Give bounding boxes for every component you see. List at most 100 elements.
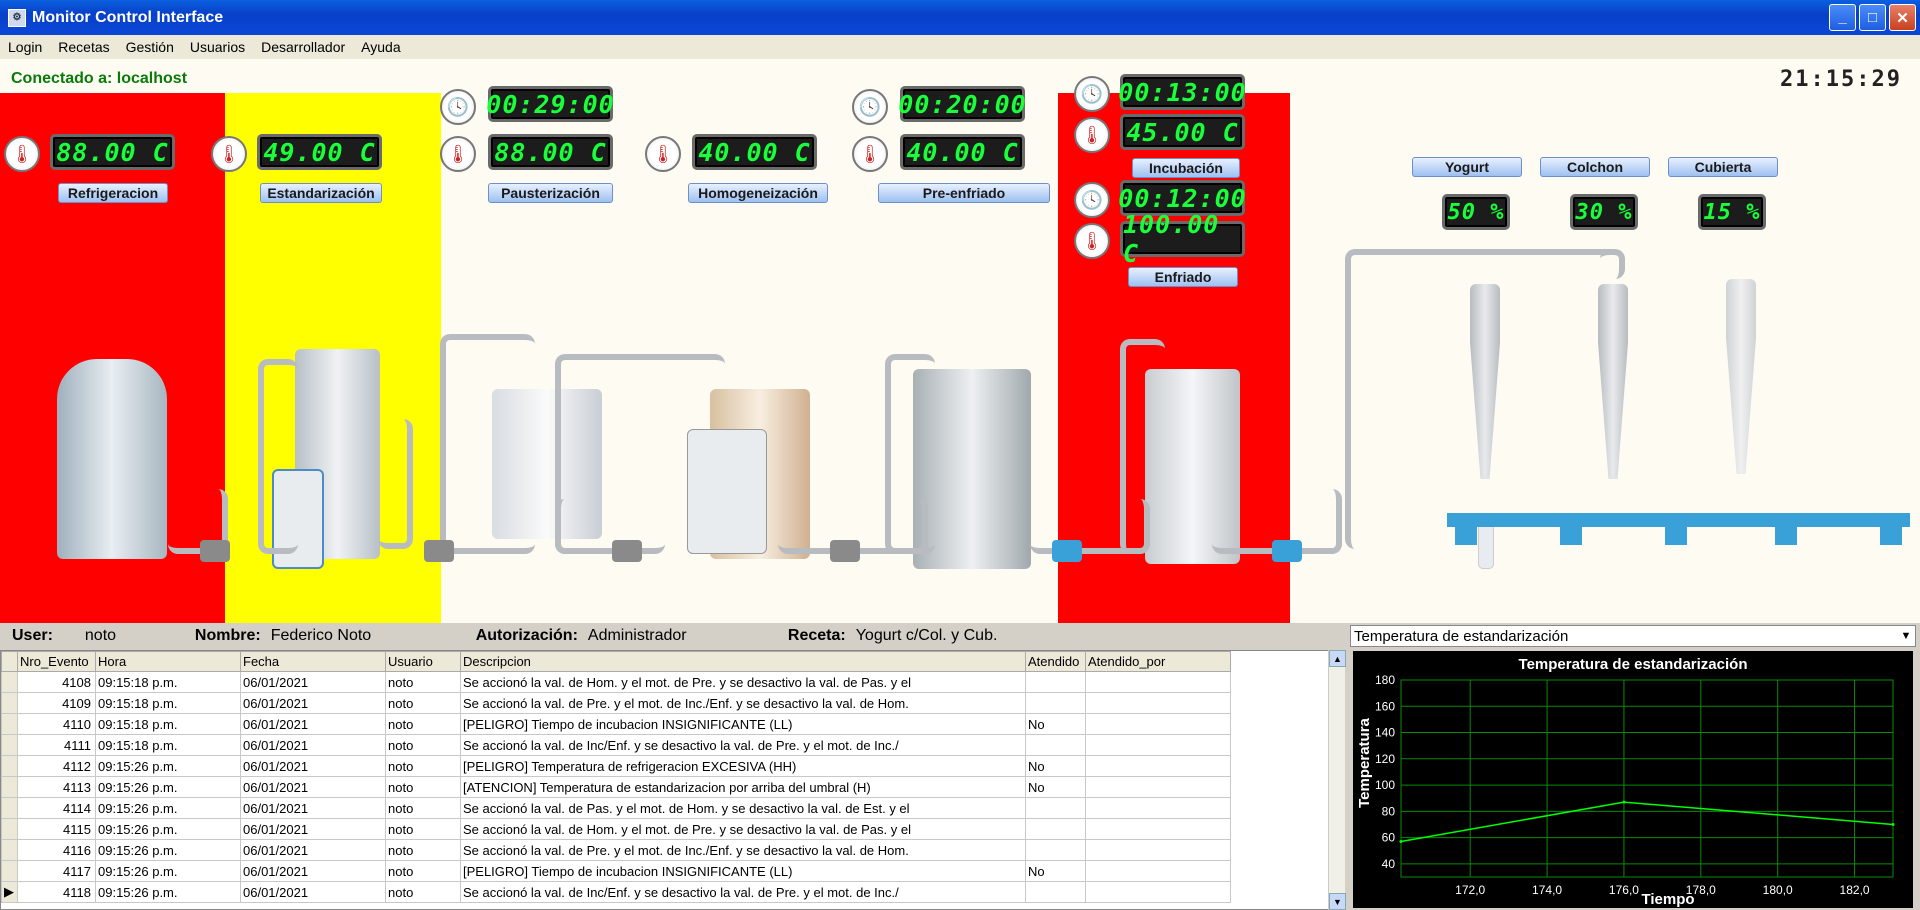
column-header[interactable]: Fecha — [240, 651, 386, 672]
menu-usuarios[interactable]: Usuarios — [189, 39, 246, 55]
row-indicator[interactable] — [1, 671, 18, 693]
cell-user: noto — [385, 755, 461, 777]
cell-time: 09:15:26 p.m. — [95, 881, 241, 903]
cell-description: [PELIGRO] Tiempo de incubacion INSIGNIFI… — [460, 860, 1026, 882]
table-row[interactable]: 4111 09:15:18 p.m. 06/01/2021 noto Se accion… — [1, 734, 1231, 756]
column-header[interactable]: Nro_Evento — [17, 651, 96, 672]
cell-attended-by — [1085, 692, 1231, 714]
chart-x-label: Tiempo — [1641, 891, 1694, 908]
events-scrollbar[interactable]: ▲ ▼ — [1328, 650, 1346, 910]
cell-attended — [1025, 692, 1086, 714]
cell-attended-by — [1085, 671, 1231, 693]
row-indicator[interactable] — [1, 860, 18, 882]
cell-event-number: 4110 — [17, 713, 96, 735]
clock-icon: 🕓 — [440, 89, 476, 125]
user-label: User: — [12, 627, 53, 644]
row-indicator[interactable] — [1, 776, 18, 798]
cell-event-number: 4111 — [17, 734, 96, 756]
y-tick-label: 120 — [1375, 752, 1395, 766]
valve-icon[interactable] — [830, 540, 860, 562]
close-button[interactable]: ✕ — [1889, 4, 1916, 31]
menu-gestion[interactable]: Gestión — [125, 39, 174, 55]
product-yogurt-label[interactable]: Yogurt — [1412, 157, 1522, 177]
column-header[interactable]: Atendido — [1025, 651, 1086, 672]
column-header[interactable]: Atendido_por — [1085, 651, 1231, 672]
product-yogurt-percent: 50 % — [1442, 194, 1510, 230]
cell-time: 09:15:18 p.m. — [95, 713, 241, 735]
table-row[interactable]: 4116 09:15:26 p.m. 06/01/2021 noto Se accion… — [1, 839, 1231, 861]
table-row[interactable]: 4113 09:15:26 p.m. 06/01/2021 noto [ATENCION… — [1, 776, 1231, 798]
cell-time: 09:15:26 p.m. — [95, 755, 241, 777]
valve-icon[interactable] — [1052, 540, 1082, 562]
thermometer-icon: 🌡 — [4, 136, 40, 172]
table-row[interactable]: 4108 09:15:18 p.m. 06/01/2021 noto Se accion… — [1, 671, 1231, 693]
homogenizer-panel-icon — [687, 429, 767, 554]
cell-time: 09:15:26 p.m. — [95, 839, 241, 861]
product-colchon-label[interactable]: Colchon — [1540, 157, 1650, 177]
menu-ayuda[interactable]: Ayuda — [361, 39, 401, 55]
scroll-down-icon[interactable]: ▼ — [1329, 893, 1346, 910]
y-tick-label: 140 — [1375, 726, 1395, 740]
table-row[interactable]: 4112 09:15:26 p.m. 06/01/2021 noto [PELIGRO]… — [1, 755, 1231, 777]
scroll-up-icon[interactable]: ▲ — [1329, 650, 1346, 667]
product-cubierta-percent: 15 % — [1698, 194, 1766, 230]
maximize-button[interactable]: □ — [1859, 4, 1886, 31]
name-value: Federico Noto — [270, 627, 372, 644]
table-row[interactable]: 4114 09:15:26 p.m. 06/01/2021 noto Se accion… — [1, 797, 1231, 819]
row-indicator[interactable]: ▶ — [1, 881, 18, 903]
cell-description: [PELIGRO] Tiempo de incubacion INSIGNIFI… — [460, 713, 1026, 735]
homogeneizacion-label[interactable]: Homogeneización — [688, 183, 828, 203]
estandarizacion-label[interactable]: Estandarización — [260, 183, 382, 203]
cell-event-number: 4115 — [17, 818, 96, 840]
column-header[interactable]: Usuario — [385, 651, 461, 672]
column-header[interactable]: Descripcion — [460, 651, 1026, 672]
cell-attended — [1025, 818, 1086, 840]
table-row[interactable]: 4117 09:15:26 p.m. 06/01/2021 noto [PELIGRO]… — [1, 860, 1231, 882]
valve-icon[interactable] — [200, 540, 230, 562]
pipe — [258, 359, 298, 554]
row-indicator[interactable] — [1, 839, 18, 861]
cell-date: 06/01/2021 — [240, 818, 386, 840]
menu-recetas[interactable]: Recetas — [58, 39, 110, 55]
pasteurizacion-label[interactable]: Pausterización — [488, 183, 613, 203]
chevron-down-icon[interactable]: ▼ — [1900, 630, 1912, 642]
menu-login[interactable]: Login — [8, 39, 43, 55]
product-cubierta-label[interactable]: Cubierta — [1668, 157, 1778, 177]
cell-description: Se accionó la val. de Inc/Enf. y se desa… — [460, 734, 1026, 756]
product-colchon-percent: 30 % — [1570, 194, 1638, 230]
pipe — [885, 354, 935, 554]
x-tick-label: 172,0 — [1455, 883, 1485, 897]
refrigeracion-label[interactable]: Refrigeracion — [58, 183, 168, 203]
chart-selector[interactable]: Temperatura de estandarización ▼ — [1350, 625, 1916, 647]
events-table[interactable]: Nro_Evento Hora Fecha Usuario Descripcio… — [0, 650, 1345, 910]
table-row[interactable]: 4115 09:15:26 p.m. 06/01/2021 noto Se accion… — [1, 818, 1231, 840]
enfriado-label[interactable]: Enfriado — [1128, 267, 1238, 287]
cell-user: noto — [385, 734, 461, 756]
row-indicator[interactable] — [1, 713, 18, 735]
cell-date: 06/01/2021 — [240, 776, 386, 798]
row-indicator[interactable] — [1, 692, 18, 714]
valve-icon[interactable] — [424, 540, 454, 562]
pipe — [378, 419, 413, 549]
clock-icon: 🕓 — [1074, 182, 1110, 218]
table-row[interactable]: 4110 09:15:18 p.m. 06/01/2021 noto [PELIGRO]… — [1, 713, 1231, 735]
incubacion-label[interactable]: Incubación — [1132, 158, 1240, 178]
cell-description: [PELIGRO] Temperatura de refrigeracion E… — [460, 755, 1026, 777]
y-tick-label: 180 — [1375, 673, 1395, 687]
preenfriado-label[interactable]: Pre-enfriado — [878, 183, 1050, 203]
row-indicator[interactable] — [1, 734, 18, 756]
minimize-button[interactable]: _ — [1829, 4, 1856, 31]
table-row[interactable]: ▶ 4118 09:15:26 p.m. 06/01/2021 noto Se accio… — [1, 881, 1231, 903]
valve-icon[interactable] — [1272, 540, 1302, 562]
row-indicator[interactable] — [1, 818, 18, 840]
cell-user: noto — [385, 860, 461, 882]
column-header[interactable]: Hora — [95, 651, 241, 672]
thermometer-icon: 🌡 — [852, 136, 888, 172]
menu-desarrollador[interactable]: Desarrollador — [261, 39, 346, 55]
row-indicator[interactable] — [1, 755, 18, 777]
table-row[interactable]: 4109 09:15:18 p.m. 06/01/2021 noto Se accion… — [1, 692, 1231, 714]
valve-icon[interactable] — [612, 540, 642, 562]
cell-time: 09:15:26 p.m. — [95, 818, 241, 840]
row-indicator[interactable] — [1, 797, 18, 819]
cell-attended — [1025, 881, 1086, 903]
